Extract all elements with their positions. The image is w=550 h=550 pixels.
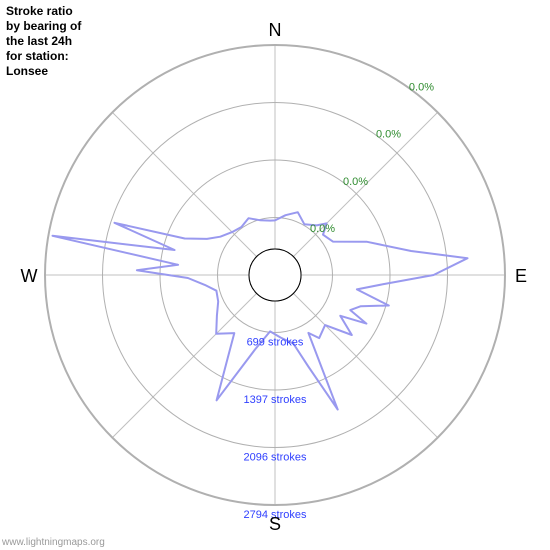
cardinal-e: E xyxy=(515,266,527,286)
cardinal-w: W xyxy=(21,266,38,286)
cardinal-s: S xyxy=(269,514,281,534)
stroke-ratio-trace xyxy=(53,212,468,409)
spoke xyxy=(112,112,256,256)
spoke xyxy=(293,293,437,437)
ring-stroke-label: 2096 strokes xyxy=(244,452,307,464)
ring-stroke-label: 699 strokes xyxy=(247,337,304,349)
ring-stroke-label: 1397 strokes xyxy=(244,394,307,406)
credit-text: www.lightningmaps.org xyxy=(2,537,105,548)
ring-pct-label: 0.0% xyxy=(343,176,368,188)
spoke xyxy=(112,293,256,437)
ring-pct-label: 0.0% xyxy=(376,129,401,141)
cardinal-n: N xyxy=(269,20,282,40)
ring-pct-label: 0.0% xyxy=(310,223,335,235)
center-hole-top xyxy=(249,249,301,301)
polar-chart: 0.0% 0.0% 0.0% 0.0% 699 strokes 1397 strokes 2… xyxy=(0,0,550,550)
ring-pct-label: 0.0% xyxy=(409,82,434,94)
